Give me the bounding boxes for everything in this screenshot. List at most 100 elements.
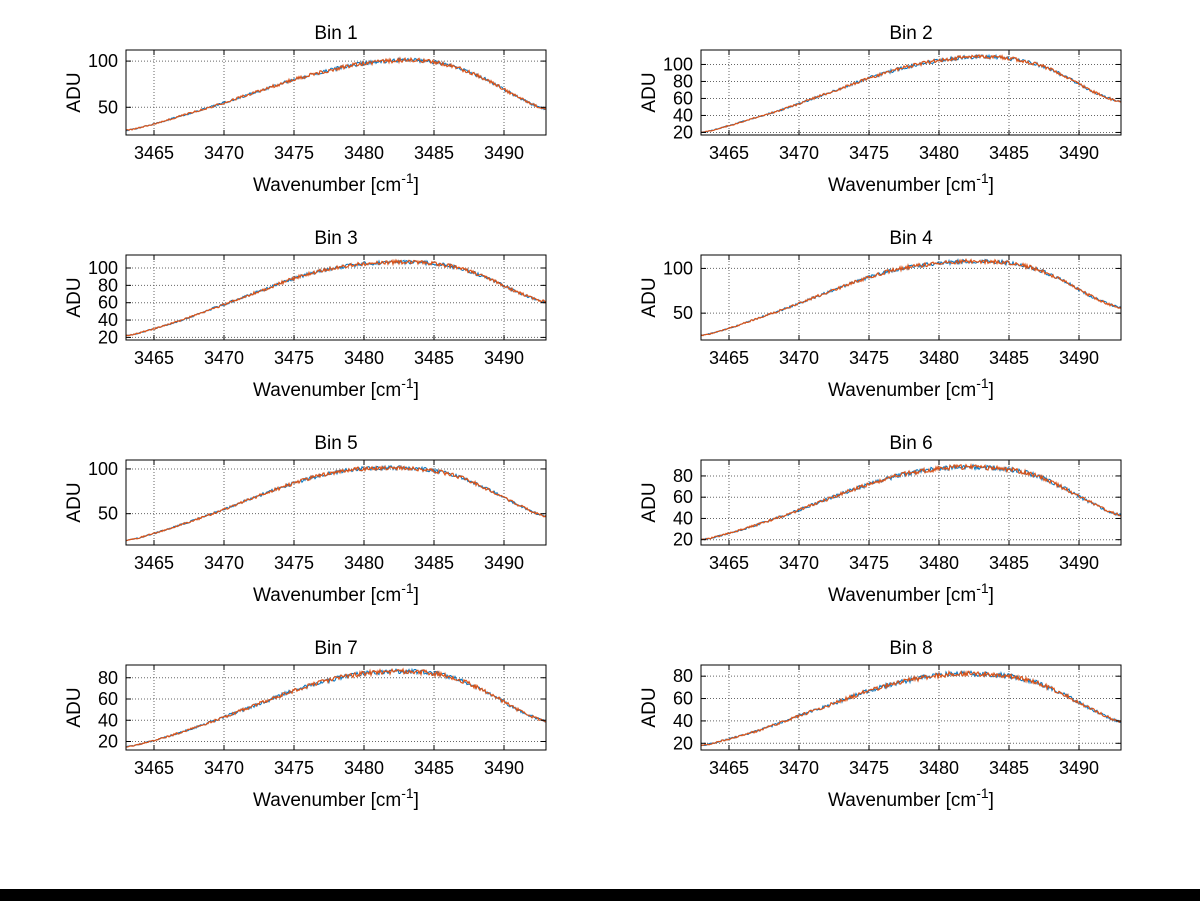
x-tick-label: 3465 bbox=[709, 143, 749, 163]
x-tick-label: 3470 bbox=[204, 553, 244, 573]
y-tick-label: 20 bbox=[98, 732, 118, 752]
series-over bbox=[125, 465, 547, 542]
series-under bbox=[125, 464, 547, 542]
x-tick-label: 3480 bbox=[344, 553, 384, 573]
x-tick-label: 3480 bbox=[344, 348, 384, 368]
x-axis-label: Wavenumber [cm-1] bbox=[253, 580, 419, 606]
x-tick-label: 3480 bbox=[344, 143, 384, 163]
axis-box bbox=[125, 664, 547, 751]
plot-canvas-bin-4: 3465 3470 3475 3480 3485 3490 50 100 Bin 4 ADU Wav… bbox=[639, 228, 1122, 401]
plots-grid: 3465 3470 3475 3480 3485 3490 50 100 Bin 1 ADU Wav… bbox=[26, 20, 1176, 840]
x-tick-label: 3490 bbox=[484, 143, 524, 163]
axis-box bbox=[700, 664, 1122, 751]
subplot-bin-5: 3465 3470 3475 3480 3485 3490 50 100 Bin 5 ADU Wav… bbox=[26, 430, 586, 635]
x-tick-label: 3480 bbox=[919, 758, 959, 778]
y-axis-label: ADU bbox=[64, 482, 85, 522]
y-axis-label: ADU bbox=[639, 687, 660, 727]
x-tick-label: 3470 bbox=[779, 758, 819, 778]
x-tick-label: 3480 bbox=[344, 758, 384, 778]
series-under bbox=[700, 670, 1122, 747]
x-tick-label: 3470 bbox=[204, 143, 244, 163]
x-tick-label: 3480 bbox=[919, 348, 959, 368]
x-axis-label: Wavenumber [cm-1] bbox=[828, 580, 994, 606]
x-tick-label: 3465 bbox=[709, 553, 749, 573]
y-tick-label: 40 bbox=[98, 710, 118, 730]
x-tick-label: 3490 bbox=[1059, 553, 1099, 573]
subplot-title: Bin 8 bbox=[889, 638, 932, 659]
y-tick-label: 20 bbox=[673, 733, 693, 753]
x-tick-label: 3470 bbox=[779, 143, 819, 163]
subplot-title: Bin 4 bbox=[889, 228, 933, 249]
axis-box bbox=[700, 254, 1122, 341]
subplot-bin-2: 3465 3470 3475 3480 3485 3490 20 40 60 80 100 Bin 2… bbox=[601, 20, 1161, 225]
y-tick-label: 60 bbox=[98, 689, 118, 709]
bottom-black-bar bbox=[0, 889, 1200, 901]
y-tick-label: 40 bbox=[673, 711, 693, 731]
y-axis-label: ADU bbox=[639, 482, 660, 522]
x-axis-label: Wavenumber [cm-1] bbox=[828, 170, 994, 196]
subplot-title: Bin 6 bbox=[889, 433, 932, 454]
axis-box bbox=[700, 49, 1122, 136]
y-tick-label: 60 bbox=[673, 487, 693, 507]
x-tick-label: 3490 bbox=[484, 553, 524, 573]
y-tick-label: 50 bbox=[673, 303, 693, 323]
y-axis-label: ADU bbox=[64, 687, 85, 727]
x-tick-label: 3470 bbox=[779, 553, 819, 573]
x-tick-label: 3470 bbox=[779, 348, 819, 368]
x-tick-label: 3490 bbox=[1059, 758, 1099, 778]
y-tick-label: 80 bbox=[673, 466, 693, 486]
series-under bbox=[700, 257, 1122, 337]
x-tick-label: 3465 bbox=[134, 143, 174, 163]
series-over bbox=[125, 56, 547, 132]
series-over bbox=[700, 669, 1122, 747]
x-tick-label: 3490 bbox=[484, 758, 524, 778]
x-tick-label: 3485 bbox=[414, 143, 454, 163]
y-tick-label: 80 bbox=[98, 275, 118, 295]
y-tick-label: 40 bbox=[673, 508, 693, 528]
x-tick-label: 3465 bbox=[709, 758, 749, 778]
y-axis-label: ADU bbox=[639, 277, 660, 317]
subplot-bin-1: 3465 3470 3475 3480 3485 3490 50 100 Bin 1 ADU Wav… bbox=[26, 20, 586, 225]
y-tick-label: 100 bbox=[663, 258, 693, 278]
x-tick-label: 3475 bbox=[274, 348, 314, 368]
y-tick-label: 40 bbox=[98, 310, 118, 330]
x-tick-label: 3465 bbox=[134, 348, 174, 368]
plot-canvas-bin-5: 3465 3470 3475 3480 3485 3490 50 100 Bin 5 ADU Wav… bbox=[64, 433, 547, 606]
y-tick-label: 20 bbox=[673, 122, 693, 142]
x-tick-label: 3490 bbox=[484, 348, 524, 368]
x-tick-label: 3485 bbox=[989, 348, 1029, 368]
subplot-title: Bin 2 bbox=[889, 23, 932, 44]
x-tick-label: 3485 bbox=[989, 553, 1029, 573]
x-tick-label: 3470 bbox=[204, 348, 244, 368]
x-axis-label: Wavenumber [cm-1] bbox=[828, 375, 994, 401]
subplot-title: Bin 7 bbox=[314, 638, 357, 659]
y-tick-label: 50 bbox=[98, 97, 118, 117]
x-tick-label: 3475 bbox=[849, 758, 889, 778]
plot-canvas-bin-1: 3465 3470 3475 3480 3485 3490 50 100 Bin 1 ADU Wav… bbox=[64, 23, 547, 196]
y-tick-label: 80 bbox=[673, 666, 693, 686]
y-tick-label: 80 bbox=[98, 668, 118, 688]
subplot-title: Bin 1 bbox=[314, 23, 357, 44]
subplot-bin-6: 3465 3470 3475 3480 3485 3490 20 40 60 80 Bin 6 ADU… bbox=[601, 430, 1161, 635]
y-tick-label: 100 bbox=[88, 258, 118, 278]
x-tick-label: 3475 bbox=[849, 143, 889, 163]
x-tick-label: 3475 bbox=[274, 758, 314, 778]
x-tick-label: 3475 bbox=[274, 143, 314, 163]
subplot-bin-4: 3465 3470 3475 3480 3485 3490 50 100 Bin 4 ADU Wav… bbox=[601, 225, 1161, 430]
x-tick-label: 3480 bbox=[919, 553, 959, 573]
x-tick-label: 3465 bbox=[709, 348, 749, 368]
subplot-bin-8: 3465 3470 3475 3480 3485 3490 20 40 60 80 Bin 8 ADU… bbox=[601, 635, 1161, 840]
axis-box bbox=[125, 49, 547, 136]
series-over bbox=[700, 462, 1122, 541]
series-under bbox=[125, 667, 547, 748]
y-tick-label: 100 bbox=[663, 54, 693, 74]
x-axis-label: Wavenumber [cm-1] bbox=[253, 170, 419, 196]
x-tick-label: 3475 bbox=[274, 553, 314, 573]
x-tick-label: 3465 bbox=[134, 758, 174, 778]
